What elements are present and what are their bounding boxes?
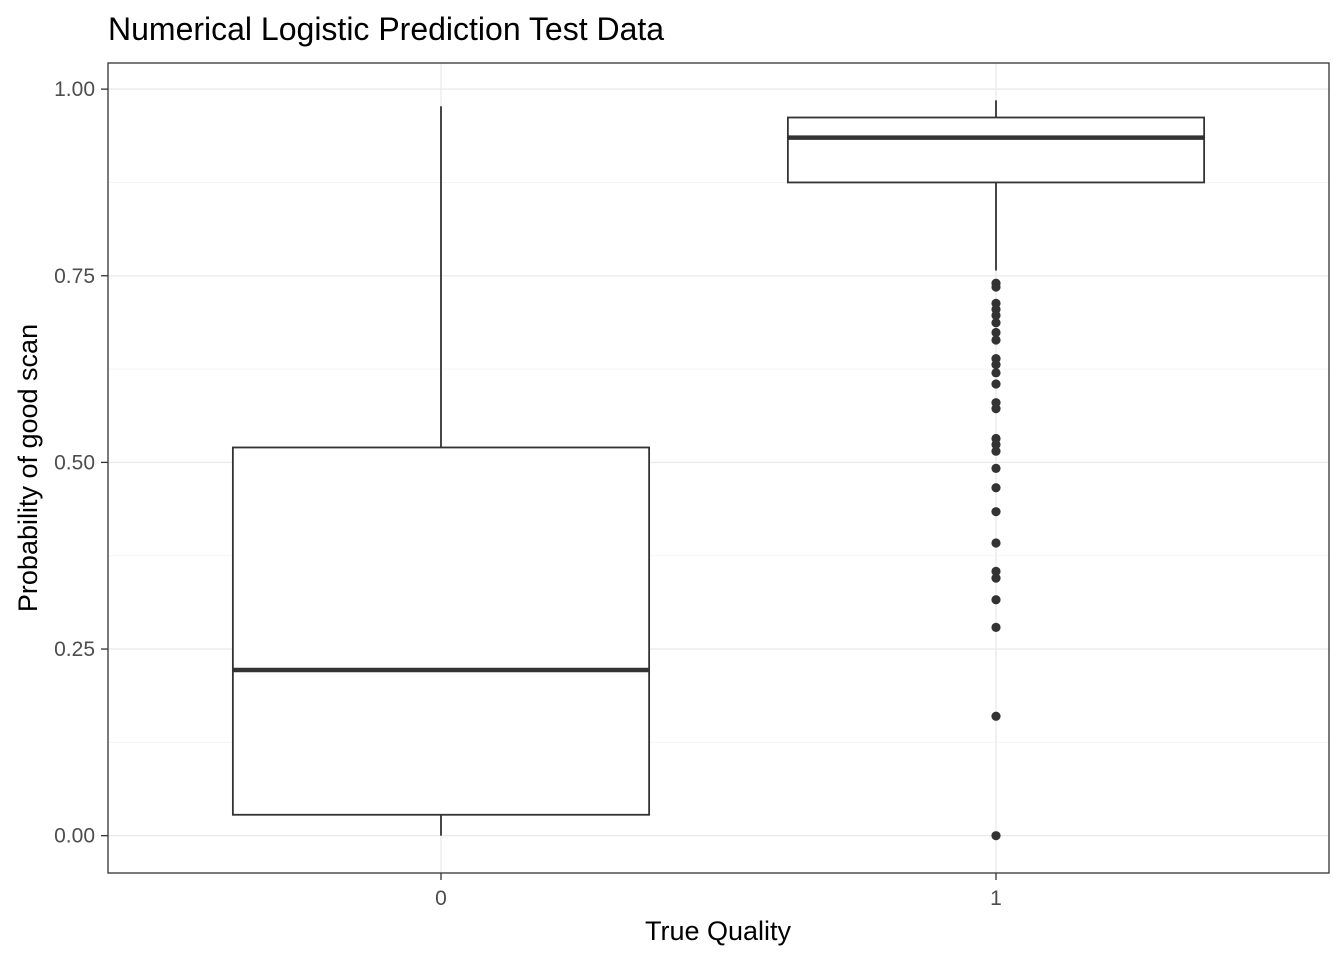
outlier-point <box>991 831 1001 841</box>
y-tick-label: 0.50 <box>54 451 95 474</box>
x-axis-title: True Quality <box>645 916 792 946</box>
outlier-point <box>991 282 1001 292</box>
outlier-point <box>991 318 1001 328</box>
outlier-point <box>991 483 1001 493</box>
box-iqr <box>231 446 651 816</box>
outlier-point <box>991 446 1001 456</box>
boxes <box>231 100 1206 841</box>
x-tick-label: 0 <box>435 887 447 910</box>
outlier-point <box>991 439 1001 450</box>
y-axis: 0.00 0.25 0.50 0.75 1.00 <box>54 78 108 848</box>
outlier-point <box>991 507 1001 517</box>
outlier-point <box>991 360 1001 370</box>
y-tick-label: 1.00 <box>54 78 95 101</box>
x-tick-label: 1 <box>990 887 1002 910</box>
outlier-point <box>991 595 1001 605</box>
box-0 <box>231 106 651 836</box>
outlier-point <box>991 463 1001 473</box>
outlier-point <box>991 404 1001 414</box>
y-tick-label: 0.25 <box>54 638 95 661</box>
y-tick-label: 0.75 <box>54 265 95 288</box>
outlier-point <box>991 566 1001 576</box>
outlier-point <box>991 335 1001 345</box>
outlier-point <box>991 573 1001 583</box>
outlier-point <box>991 379 1001 389</box>
y-tick-label: 0.00 <box>54 825 95 848</box>
outlier-point <box>991 310 1001 320</box>
outlier-point <box>991 711 1001 721</box>
y-axis-title: Probability of good scan <box>13 324 43 612</box>
box-iqr <box>786 116 1206 184</box>
outlier-point <box>991 327 1001 338</box>
chart-title: Numerical Logistic Prediction Test Data <box>108 11 664 47</box>
outlier-point <box>991 622 1001 632</box>
outlier-point <box>991 368 1001 378</box>
box-1 <box>786 100 1206 841</box>
panel-border <box>107 62 1330 874</box>
outlier-point <box>991 538 1001 548</box>
